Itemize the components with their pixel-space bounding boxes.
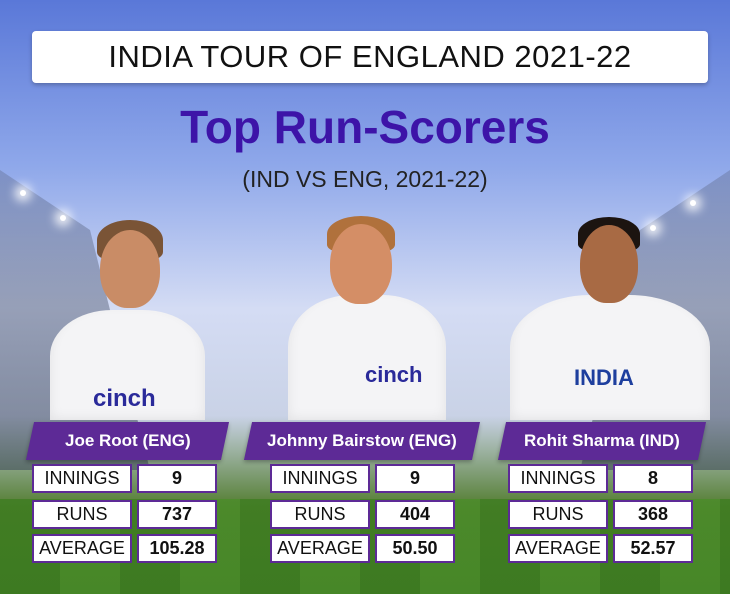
stat-row-average: AVERAGE 52.57 (508, 534, 693, 563)
floodlight (60, 215, 66, 221)
title-banner: INDIA TOUR OF ENGLAND 2021-22 (32, 31, 708, 83)
player-photo: cinch (45, 215, 210, 420)
stat-value: 9 (375, 464, 455, 493)
player-name: Rohit Sharma (IND) (524, 431, 680, 450)
stat-label: INNINGS (508, 464, 608, 493)
subheading: (IND VS ENG, 2021-22) (242, 166, 488, 192)
stat-value: 8 (613, 464, 693, 493)
stat-row-average: AVERAGE 105.28 (32, 534, 217, 563)
player-name-tag: Johnny Bairstow (ENG) (243, 422, 481, 460)
stat-label: AVERAGE (508, 534, 608, 563)
stat-row-innings: INNINGS 9 (32, 464, 217, 493)
player-name-tag: Rohit Sharma (IND) (497, 422, 707, 460)
stat-label: AVERAGE (270, 534, 370, 563)
player-name-tag: Joe Root (ENG) (25, 422, 230, 460)
stat-row-innings: INNINGS 9 (270, 464, 455, 493)
stat-label: AVERAGE (32, 534, 132, 563)
stat-label: RUNS (508, 500, 608, 529)
stat-row-runs: RUNS 737 (32, 500, 217, 529)
stat-value: 105.28 (137, 534, 217, 563)
stat-value: 368 (613, 500, 693, 529)
player-name: Joe Root (ENG) (64, 431, 191, 450)
page-title: INDIA TOUR OF ENGLAND 2021-22 (108, 39, 632, 74)
stat-label: RUNS (32, 500, 132, 529)
heading: Top Run-Scorers (180, 101, 550, 153)
stat-label: RUNS (270, 500, 370, 529)
stat-value: 737 (137, 500, 217, 529)
floodlight (20, 190, 26, 196)
shirt-sponsor-text: cinch (93, 385, 156, 412)
floodlight (650, 225, 656, 231)
stat-value: 404 (375, 500, 455, 529)
stat-row-runs: RUNS 368 (508, 500, 693, 529)
player-photo: cinch (285, 210, 450, 420)
shirt-sponsor-text: cinch (365, 362, 423, 387)
stat-row-innings: INNINGS 8 (508, 464, 693, 493)
stat-value: 52.57 (613, 534, 693, 563)
player-photo: INDIA (490, 215, 720, 420)
stat-row-average: AVERAGE 50.50 (270, 534, 455, 563)
stat-label: INNINGS (270, 464, 370, 493)
shirt-sponsor-text: INDIA (574, 365, 634, 390)
stat-label: INNINGS (32, 464, 132, 493)
stat-value: 9 (137, 464, 217, 493)
stat-row-runs: RUNS 404 (270, 500, 455, 529)
floodlight (690, 200, 696, 206)
player-name: Johnny Bairstow (ENG) (267, 431, 457, 450)
stat-value: 50.50 (375, 534, 455, 563)
